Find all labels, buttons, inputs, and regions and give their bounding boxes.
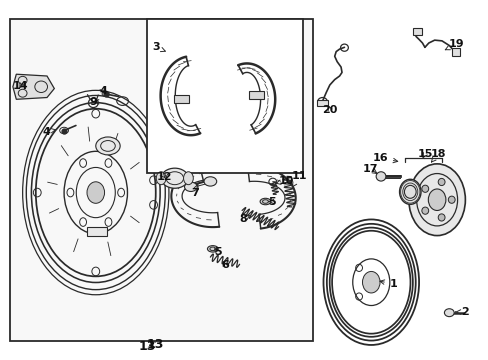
Ellipse shape <box>375 172 385 181</box>
Text: 4: 4 <box>42 127 56 136</box>
Text: 13: 13 <box>147 338 164 351</box>
Ellipse shape <box>437 179 444 185</box>
Bar <box>147 19 303 173</box>
Bar <box>174 95 188 103</box>
Bar <box>87 226 106 235</box>
Text: 7: 7 <box>190 184 198 198</box>
Ellipse shape <box>437 214 444 221</box>
Ellipse shape <box>161 168 188 188</box>
Polygon shape <box>13 74 54 99</box>
Bar <box>316 100 328 106</box>
Text: 5: 5 <box>213 247 221 257</box>
Ellipse shape <box>183 172 193 185</box>
Ellipse shape <box>260 198 270 205</box>
Bar <box>412 28 421 36</box>
Text: 20: 20 <box>322 105 337 115</box>
Text: 9: 9 <box>89 97 99 107</box>
Text: 6: 6 <box>221 260 228 270</box>
Ellipse shape <box>408 164 465 235</box>
Text: 18: 18 <box>430 149 446 162</box>
Ellipse shape <box>421 185 428 192</box>
Text: 14: 14 <box>13 81 28 91</box>
Ellipse shape <box>447 196 454 203</box>
Ellipse shape <box>444 309 453 317</box>
Ellipse shape <box>207 246 218 252</box>
Text: 3: 3 <box>152 42 165 52</box>
Ellipse shape <box>362 271 379 293</box>
Ellipse shape <box>156 172 165 185</box>
Ellipse shape <box>203 177 216 186</box>
Text: 19: 19 <box>444 40 463 50</box>
Text: 10: 10 <box>275 176 293 186</box>
Text: 13: 13 <box>138 339 155 352</box>
Ellipse shape <box>399 179 420 204</box>
Text: 11: 11 <box>291 171 306 187</box>
Ellipse shape <box>421 207 428 214</box>
Ellipse shape <box>427 189 445 211</box>
Text: 5: 5 <box>267 197 275 207</box>
Text: 2: 2 <box>455 307 468 317</box>
Bar <box>451 48 459 55</box>
Ellipse shape <box>96 137 120 155</box>
Text: 17: 17 <box>362 164 378 174</box>
Text: 12: 12 <box>157 172 172 182</box>
Text: 16: 16 <box>371 153 397 163</box>
Text: 15: 15 <box>417 149 432 159</box>
Bar <box>248 91 263 99</box>
Bar <box>10 19 312 341</box>
Text: 4: 4 <box>99 86 107 96</box>
Ellipse shape <box>87 182 104 203</box>
Text: 1: 1 <box>379 279 397 289</box>
Text: 8: 8 <box>239 215 250 224</box>
Ellipse shape <box>184 182 197 192</box>
